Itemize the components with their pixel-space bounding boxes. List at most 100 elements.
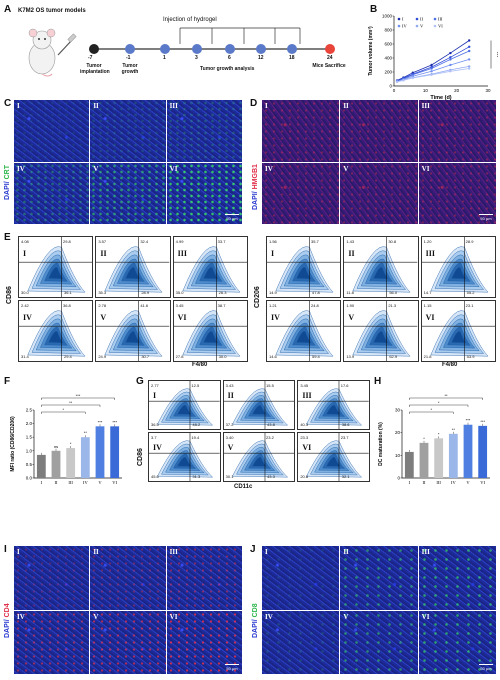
data-point — [395, 80, 399, 84]
contour-level — [451, 331, 467, 343]
flow-plot: V 1.90 21.3 13.9 62.9 — [343, 300, 419, 362]
y-tick-label: 0 — [397, 476, 400, 481]
contour-level — [451, 267, 467, 279]
quadrant-value: 3.57 — [98, 239, 107, 244]
micrograph-j-3: III — [418, 546, 496, 610]
group-label: II — [93, 548, 99, 556]
data-point — [468, 67, 471, 70]
group-label: I — [265, 548, 268, 556]
group-label: III — [421, 102, 430, 110]
y-axis-title: DC maturation (%) — [378, 422, 384, 466]
flow-plot: III 1.20 28.9 14.7 55.2 — [420, 236, 496, 298]
micrograph-i-3: III — [166, 546, 242, 610]
bar — [51, 450, 61, 478]
panel-e-right-ylabel: CD206 — [254, 286, 261, 308]
flow-plot: II 3.57 32.4 35.3 28.9 — [95, 236, 171, 298]
quadrant-value: 4.08 — [21, 239, 29, 244]
quadrant-value: 21.8 — [423, 354, 432, 359]
y-tick-label: 1.0 — [26, 448, 33, 453]
data-point — [430, 70, 433, 73]
quadrant-value: 37.2 — [225, 422, 234, 427]
sig-star: *** — [98, 419, 103, 424]
flow-plot: IV 3.7 19.4 45.6 31.3 — [148, 432, 221, 482]
scale-bar: 50 μm — [479, 664, 493, 671]
legend-label: V — [420, 24, 424, 29]
micrograph-i-1: I — [14, 546, 90, 610]
flow-plot: III 4.99 33.7 35.0 26.3 — [172, 236, 248, 298]
quadrant-value: 47.8 — [312, 290, 320, 295]
tl-label-growth: Tumor growth — [121, 63, 139, 75]
contour-level — [251, 457, 267, 467]
scale-bar: 50 μm — [479, 214, 493, 221]
quadrant-value: 59.4 — [312, 354, 320, 359]
contour-plot — [267, 237, 341, 297]
tl-label-implant: Tumor implantation — [80, 63, 110, 75]
data-point — [402, 79, 405, 82]
micrograph-d-5: V — [340, 162, 418, 224]
y-tick-label: 2.5 — [26, 408, 33, 413]
panel-a-title: K7M2 OS tumor models — [18, 8, 86, 14]
y-tick-label: 1000 — [382, 14, 393, 19]
flow-plot: I 1.56 35.7 14.9 47.8 — [266, 236, 342, 298]
micrograph-c-6: VI 50 μm — [166, 162, 242, 224]
group-label: II — [343, 102, 349, 110]
quadrant-value: 32.4 — [140, 239, 149, 244]
quadrant-value: 19.4 — [191, 435, 200, 440]
group-label: I — [271, 249, 275, 258]
legend-marker — [415, 24, 419, 28]
sig-bracket — [409, 397, 483, 400]
contour-level — [125, 267, 141, 279]
panel-g-letter: G — [136, 376, 144, 387]
contour-level — [373, 331, 389, 343]
y-tick-label: 10 — [395, 453, 401, 458]
legend-label: IV — [402, 24, 407, 29]
group-label: IV — [23, 313, 32, 322]
quadrant-value: 27.8 — [175, 354, 184, 359]
quadrant-value: 1.56 — [269, 239, 277, 244]
micrograph-c-3: III — [166, 100, 242, 162]
sig-label: *** — [493, 52, 498, 58]
group-label: IV — [271, 313, 280, 322]
legend-label: I — [402, 17, 404, 22]
bar — [448, 433, 458, 478]
data-point — [468, 65, 471, 68]
x-tick-label: V — [466, 480, 470, 485]
quadrant-value: 38.7 — [217, 303, 226, 308]
sig-star: ns — [54, 444, 58, 449]
legend-label: II — [420, 17, 423, 22]
quadrant-value: 1.90 — [346, 303, 355, 308]
quadrant-value: 13.9 — [346, 354, 355, 359]
contour-plot — [173, 301, 247, 361]
contour-plot — [344, 301, 418, 361]
x-tick-label: VI — [480, 480, 485, 485]
quadrant-value: 33.7 — [217, 239, 226, 244]
y-tick-label: 200 — [384, 70, 392, 75]
sig-bracket — [41, 404, 101, 407]
quadrant-value: 30.8 — [388, 239, 397, 244]
contour-level — [177, 405, 192, 415]
quadrant-value: 14.6 — [269, 354, 277, 359]
group-label: I — [265, 102, 268, 110]
y-tick-label: 0.0 — [26, 476, 33, 481]
x-tick-label: III — [436, 480, 441, 485]
quadrant-value: 29.4 — [64, 354, 72, 359]
quadrant-value: 3.40 — [225, 435, 234, 440]
y-tick-label: 20 — [395, 430, 401, 435]
micrograph-i-5: V — [90, 610, 166, 674]
panel-i-letter: I — [4, 544, 7, 555]
bar — [434, 438, 444, 478]
y-tick-label: 0.5 — [26, 462, 33, 467]
quadrant-value: 38.6 — [341, 422, 350, 427]
x-tick-label: 20 — [454, 88, 460, 93]
micrograph-d-1: I — [262, 100, 340, 162]
x-tick-label: I — [409, 480, 411, 485]
data-point — [468, 45, 471, 48]
quadrant-value: 11.8 — [346, 290, 354, 295]
micrograph-c-4: IV — [14, 162, 90, 224]
sig-star: *** — [480, 419, 485, 424]
sig-label: * — [431, 407, 433, 412]
micrograph-i-6: VI 50 μm — [166, 610, 242, 674]
y-tick-label: 1.5 — [26, 435, 33, 440]
group-label: V — [227, 442, 234, 452]
flow-plot: I 4.08 29.8 30.0 36.1 — [18, 236, 94, 298]
